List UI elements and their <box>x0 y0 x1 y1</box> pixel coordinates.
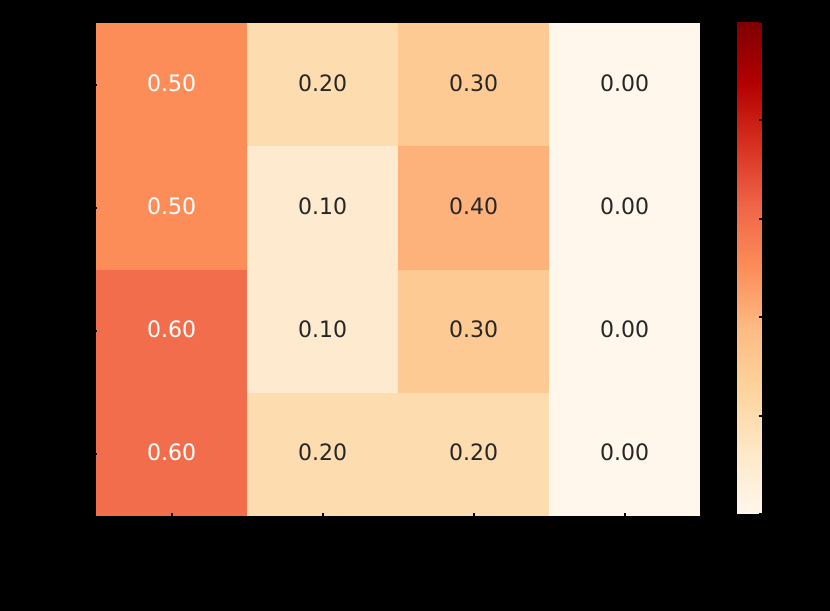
heatmap-cell: 0.20 <box>247 23 398 147</box>
y-axis-tick <box>92 84 97 86</box>
cell-value-label: 0.10 <box>298 194 347 220</box>
heatmap-cell: 0.00 <box>549 23 700 147</box>
heatmap-cell: 0.00 <box>549 269 700 393</box>
colorbar <box>737 22 762 514</box>
heatmap-cell: 0.60 <box>96 392 247 516</box>
cell-value-label: 0.20 <box>298 441 347 467</box>
heatmap-cell: 0.30 <box>398 269 549 393</box>
heatmap-cell: 0.00 <box>549 146 700 270</box>
cell-value-label: 0.60 <box>147 441 196 467</box>
cell-value-label: 0.00 <box>600 441 649 467</box>
x-axis-tick <box>171 513 173 519</box>
cell-value-label: 0.40 <box>449 194 498 220</box>
x-axis-tick <box>473 513 475 519</box>
heatmap-cell: 0.10 <box>247 269 398 393</box>
heatmap-cell: 0.50 <box>96 146 247 270</box>
colorbar-tick <box>759 119 766 121</box>
heatmap-grid: 0.50 0.20 0.30 0.00 0.50 0.10 0.40 0.00 0.60 0.10… <box>96 23 700 516</box>
colorbar-tick <box>759 415 766 417</box>
y-axis-tick <box>92 453 97 455</box>
y-axis-tick <box>92 207 97 209</box>
x-axis-tick <box>624 513 626 519</box>
heatmap-cell: 0.00 <box>549 392 700 516</box>
colorbar-tick <box>759 21 766 23</box>
cell-value-label: 0.50 <box>147 194 196 220</box>
y-axis-tick <box>92 330 97 332</box>
cell-value-label: 0.00 <box>600 71 649 97</box>
heatmap-cell: 0.40 <box>398 146 549 270</box>
cell-value-label: 0.20 <box>449 441 498 467</box>
cell-value-label: 0.60 <box>147 318 196 344</box>
colorbar-gradient <box>737 22 762 514</box>
heatmap-cell: 0.20 <box>247 392 398 516</box>
colorbar-tick <box>759 316 766 318</box>
colorbar-tick <box>759 218 766 220</box>
cell-value-label: 0.50 <box>147 71 196 97</box>
heatmap-cell: 0.10 <box>247 146 398 270</box>
heatmap-cell: 0.60 <box>96 269 247 393</box>
heatmap-cell: 0.50 <box>96 23 247 147</box>
cell-value-label: 0.10 <box>298 318 347 344</box>
heatmap-cell: 0.30 <box>398 23 549 147</box>
cell-value-label: 0.00 <box>600 194 649 220</box>
cell-value-label: 0.00 <box>600 318 649 344</box>
cell-value-label: 0.30 <box>449 71 498 97</box>
x-axis-tick <box>322 513 324 519</box>
heatmap-cell: 0.20 <box>398 392 549 516</box>
colorbar-tick <box>759 513 766 515</box>
cell-value-label: 0.30 <box>449 318 498 344</box>
cell-value-label: 0.20 <box>298 71 347 97</box>
